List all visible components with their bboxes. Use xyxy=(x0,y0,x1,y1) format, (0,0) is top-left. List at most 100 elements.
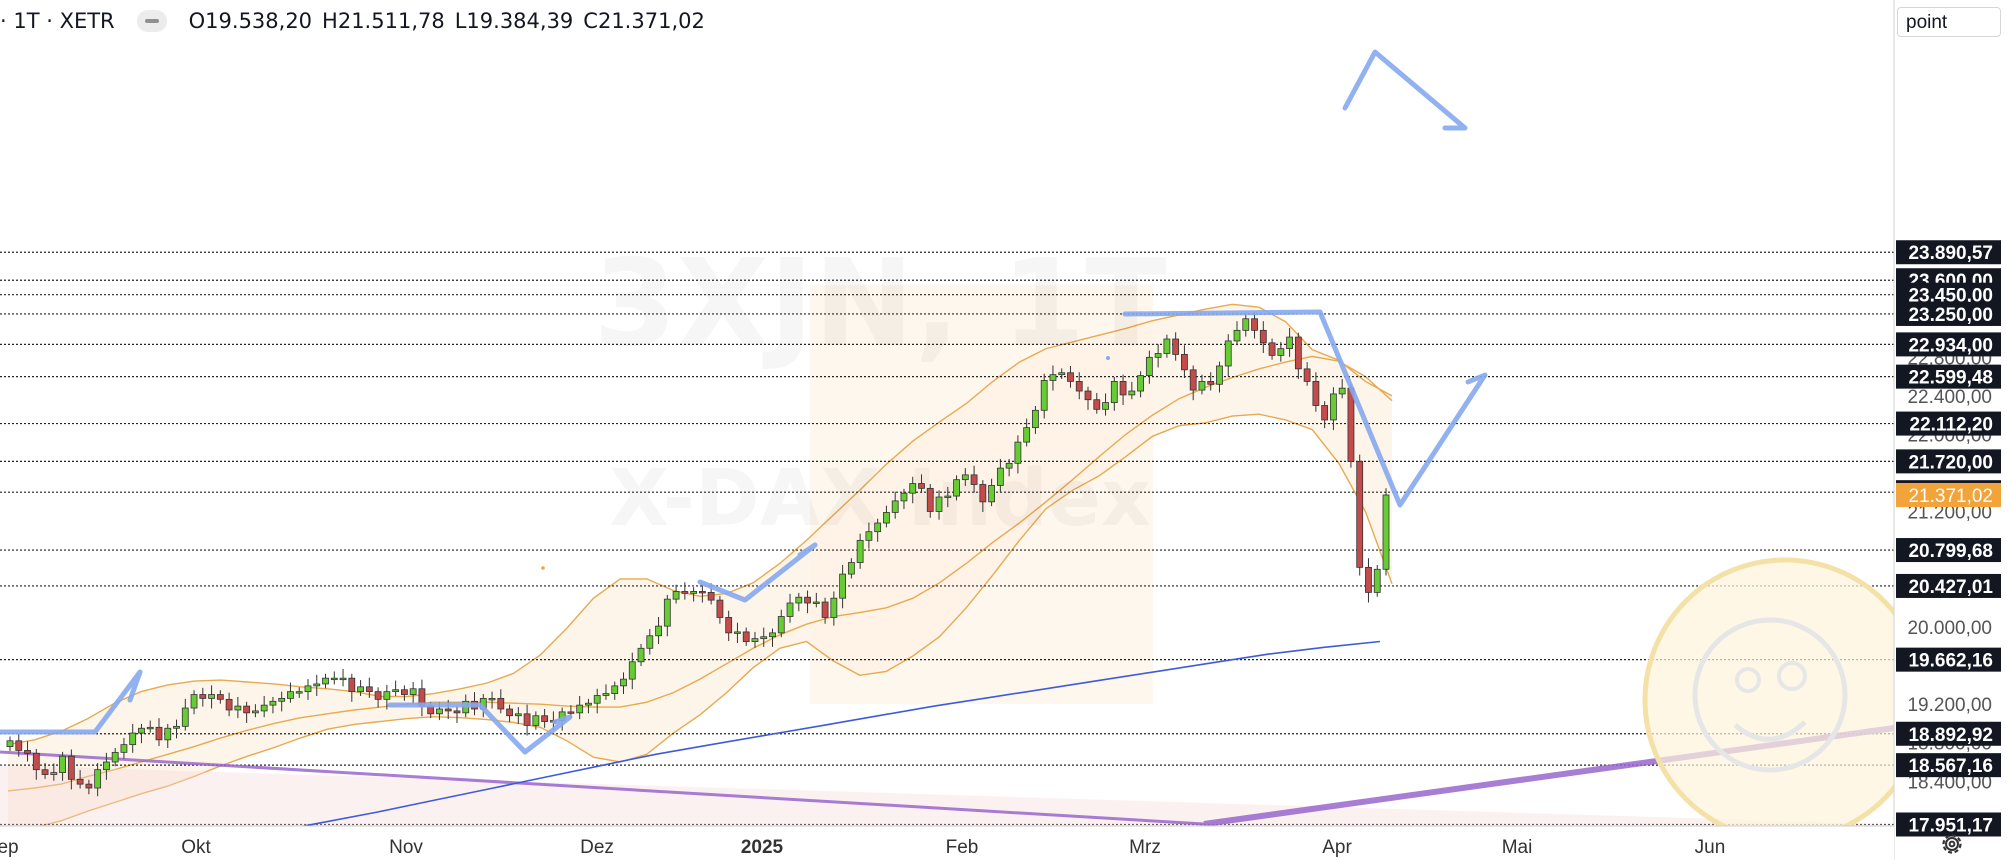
candle xyxy=(208,685,215,709)
high-value: H21.511,78 xyxy=(322,9,445,33)
candle xyxy=(646,629,654,655)
candle-body-up xyxy=(295,691,303,694)
candle-body-up xyxy=(208,694,215,699)
candle-body-up xyxy=(760,636,768,640)
symbol-label[interactable]: · 1T · XETR xyxy=(0,9,115,33)
candle xyxy=(611,681,619,700)
candle xyxy=(541,708,549,728)
candle xyxy=(1233,321,1241,346)
level-tag-label: 22.599,48 xyxy=(1908,368,1993,389)
candle xyxy=(59,751,66,781)
candle xyxy=(681,582,689,600)
settings-gear-icon[interactable] xyxy=(1940,832,1964,856)
candle xyxy=(891,491,899,519)
level-tag-label: 23.250,00 xyxy=(1908,305,1993,326)
candle xyxy=(585,698,592,714)
candle-body-down xyxy=(804,596,811,604)
candle-body-up xyxy=(1128,390,1136,396)
level-tag-label: 19.662,16 xyxy=(1908,651,1993,672)
price-tick-label: 22.400,00 xyxy=(1907,387,1992,408)
candle xyxy=(725,610,733,642)
candle-body-down xyxy=(1251,318,1258,331)
level-tag xyxy=(1896,364,2001,389)
candle-body-up xyxy=(322,677,329,685)
candle xyxy=(1330,387,1337,431)
time-tick-label: Mrz xyxy=(1129,837,1161,858)
candle xyxy=(313,674,321,696)
candle xyxy=(357,680,364,696)
candle-body-up xyxy=(1198,381,1206,391)
candle xyxy=(1128,381,1136,400)
candle xyxy=(856,533,864,569)
candle-body-up xyxy=(1163,338,1171,354)
candle-body-down xyxy=(76,778,84,785)
candle xyxy=(6,736,14,751)
candle xyxy=(164,723,172,749)
price-tick-label: 21.200,00 xyxy=(1907,502,1992,523)
candle xyxy=(935,490,943,520)
candle xyxy=(295,687,303,698)
candle xyxy=(269,696,277,714)
candle xyxy=(173,719,180,739)
candle-body-up xyxy=(1137,375,1144,392)
candle xyxy=(1032,405,1039,434)
candle xyxy=(304,679,312,700)
time-tick-label: Okt xyxy=(181,837,211,858)
candle xyxy=(1093,392,1101,414)
candle-body-down xyxy=(374,691,382,700)
candle-body-up xyxy=(620,678,627,687)
candle xyxy=(576,695,584,720)
candle-body-down xyxy=(85,783,93,789)
candle-body-up xyxy=(436,708,443,715)
candle xyxy=(1294,332,1302,379)
candle-body-up xyxy=(611,685,619,694)
candle-body-up xyxy=(50,772,58,775)
candle-body-up xyxy=(1286,336,1293,350)
watermark-ticker: 3XJN, 1T xyxy=(593,235,1167,374)
candle-body-down xyxy=(979,484,987,503)
candle-body-up xyxy=(1330,393,1337,421)
candle-body-down xyxy=(1321,405,1329,421)
time-tick-label: Feb xyxy=(946,837,979,858)
candle-body-up xyxy=(313,683,321,687)
candle xyxy=(497,689,505,714)
candle xyxy=(900,488,908,510)
candle xyxy=(1198,374,1206,395)
candle xyxy=(742,627,750,646)
candle-body-down xyxy=(1356,460,1364,568)
candle-body-up xyxy=(602,693,610,696)
candle xyxy=(383,684,391,710)
candle-body-up xyxy=(1224,340,1232,367)
level-tag xyxy=(1896,721,2001,746)
candle-body-up xyxy=(637,647,645,663)
candle-body-up xyxy=(383,691,391,700)
candle-body-up xyxy=(532,715,540,726)
candle xyxy=(716,595,724,624)
bollinger-lower xyxy=(7,413,1393,833)
candle-body-up xyxy=(646,635,654,649)
price-unit-selector[interactable]: point xyxy=(1897,7,2001,37)
candle-body-up xyxy=(111,751,119,763)
candle-body-down xyxy=(742,631,750,642)
candle xyxy=(348,673,356,702)
candle-body-up xyxy=(409,688,417,695)
candle-body-up xyxy=(996,467,1004,486)
projection-arrow xyxy=(0,669,143,735)
candle xyxy=(1277,341,1285,362)
chart-legend: · 1T · XETR O19.538,20 H21.511,78 L19.38… xyxy=(0,6,715,36)
level-tag-label: 22.112,20 xyxy=(1910,415,1993,436)
monkey-logo-icon xyxy=(1642,557,1928,843)
candle xyxy=(374,687,382,708)
candle-body-down xyxy=(1189,369,1197,391)
collapse-legend-icon[interactable] xyxy=(136,10,167,32)
candle xyxy=(979,480,987,512)
candle-body-down xyxy=(1268,342,1276,356)
time-axis: ep Okt Nov Dez 2025 Feb Mrz Apr Mai Jun xyxy=(0,825,1894,860)
candle-body-up xyxy=(944,495,952,498)
candle xyxy=(1268,338,1276,360)
candle-body-up xyxy=(1277,348,1285,356)
candle xyxy=(260,695,268,718)
candle xyxy=(1005,458,1013,477)
candle xyxy=(734,622,741,643)
